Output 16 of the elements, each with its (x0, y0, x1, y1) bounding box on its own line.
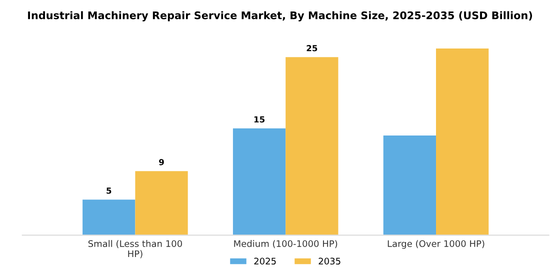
x-tick-label: Small (Less than 100 HP) (88, 240, 182, 258)
legend-label: 2025 (254, 258, 276, 265)
bar (436, 48, 489, 236)
bar (286, 57, 338, 236)
x-tick-label: Large (Over 1000 HP) (388, 240, 484, 249)
legend-label: 2035 (318, 258, 340, 265)
data-label: 9 (159, 159, 164, 166)
chart-title: Industrial Machinery Repair Service Market, By Machine Size, 2025-2035 (USD Billion) (28, 11, 532, 22)
data-label: 25 (306, 45, 318, 52)
bar (135, 171, 188, 236)
data-label: 5 (106, 188, 112, 194)
bar (383, 135, 436, 236)
data-label: 15 (254, 116, 264, 123)
bar (232, 128, 286, 236)
x-tick-label: Medium (100-1000 HP) (234, 240, 338, 248)
bar (82, 200, 136, 236)
